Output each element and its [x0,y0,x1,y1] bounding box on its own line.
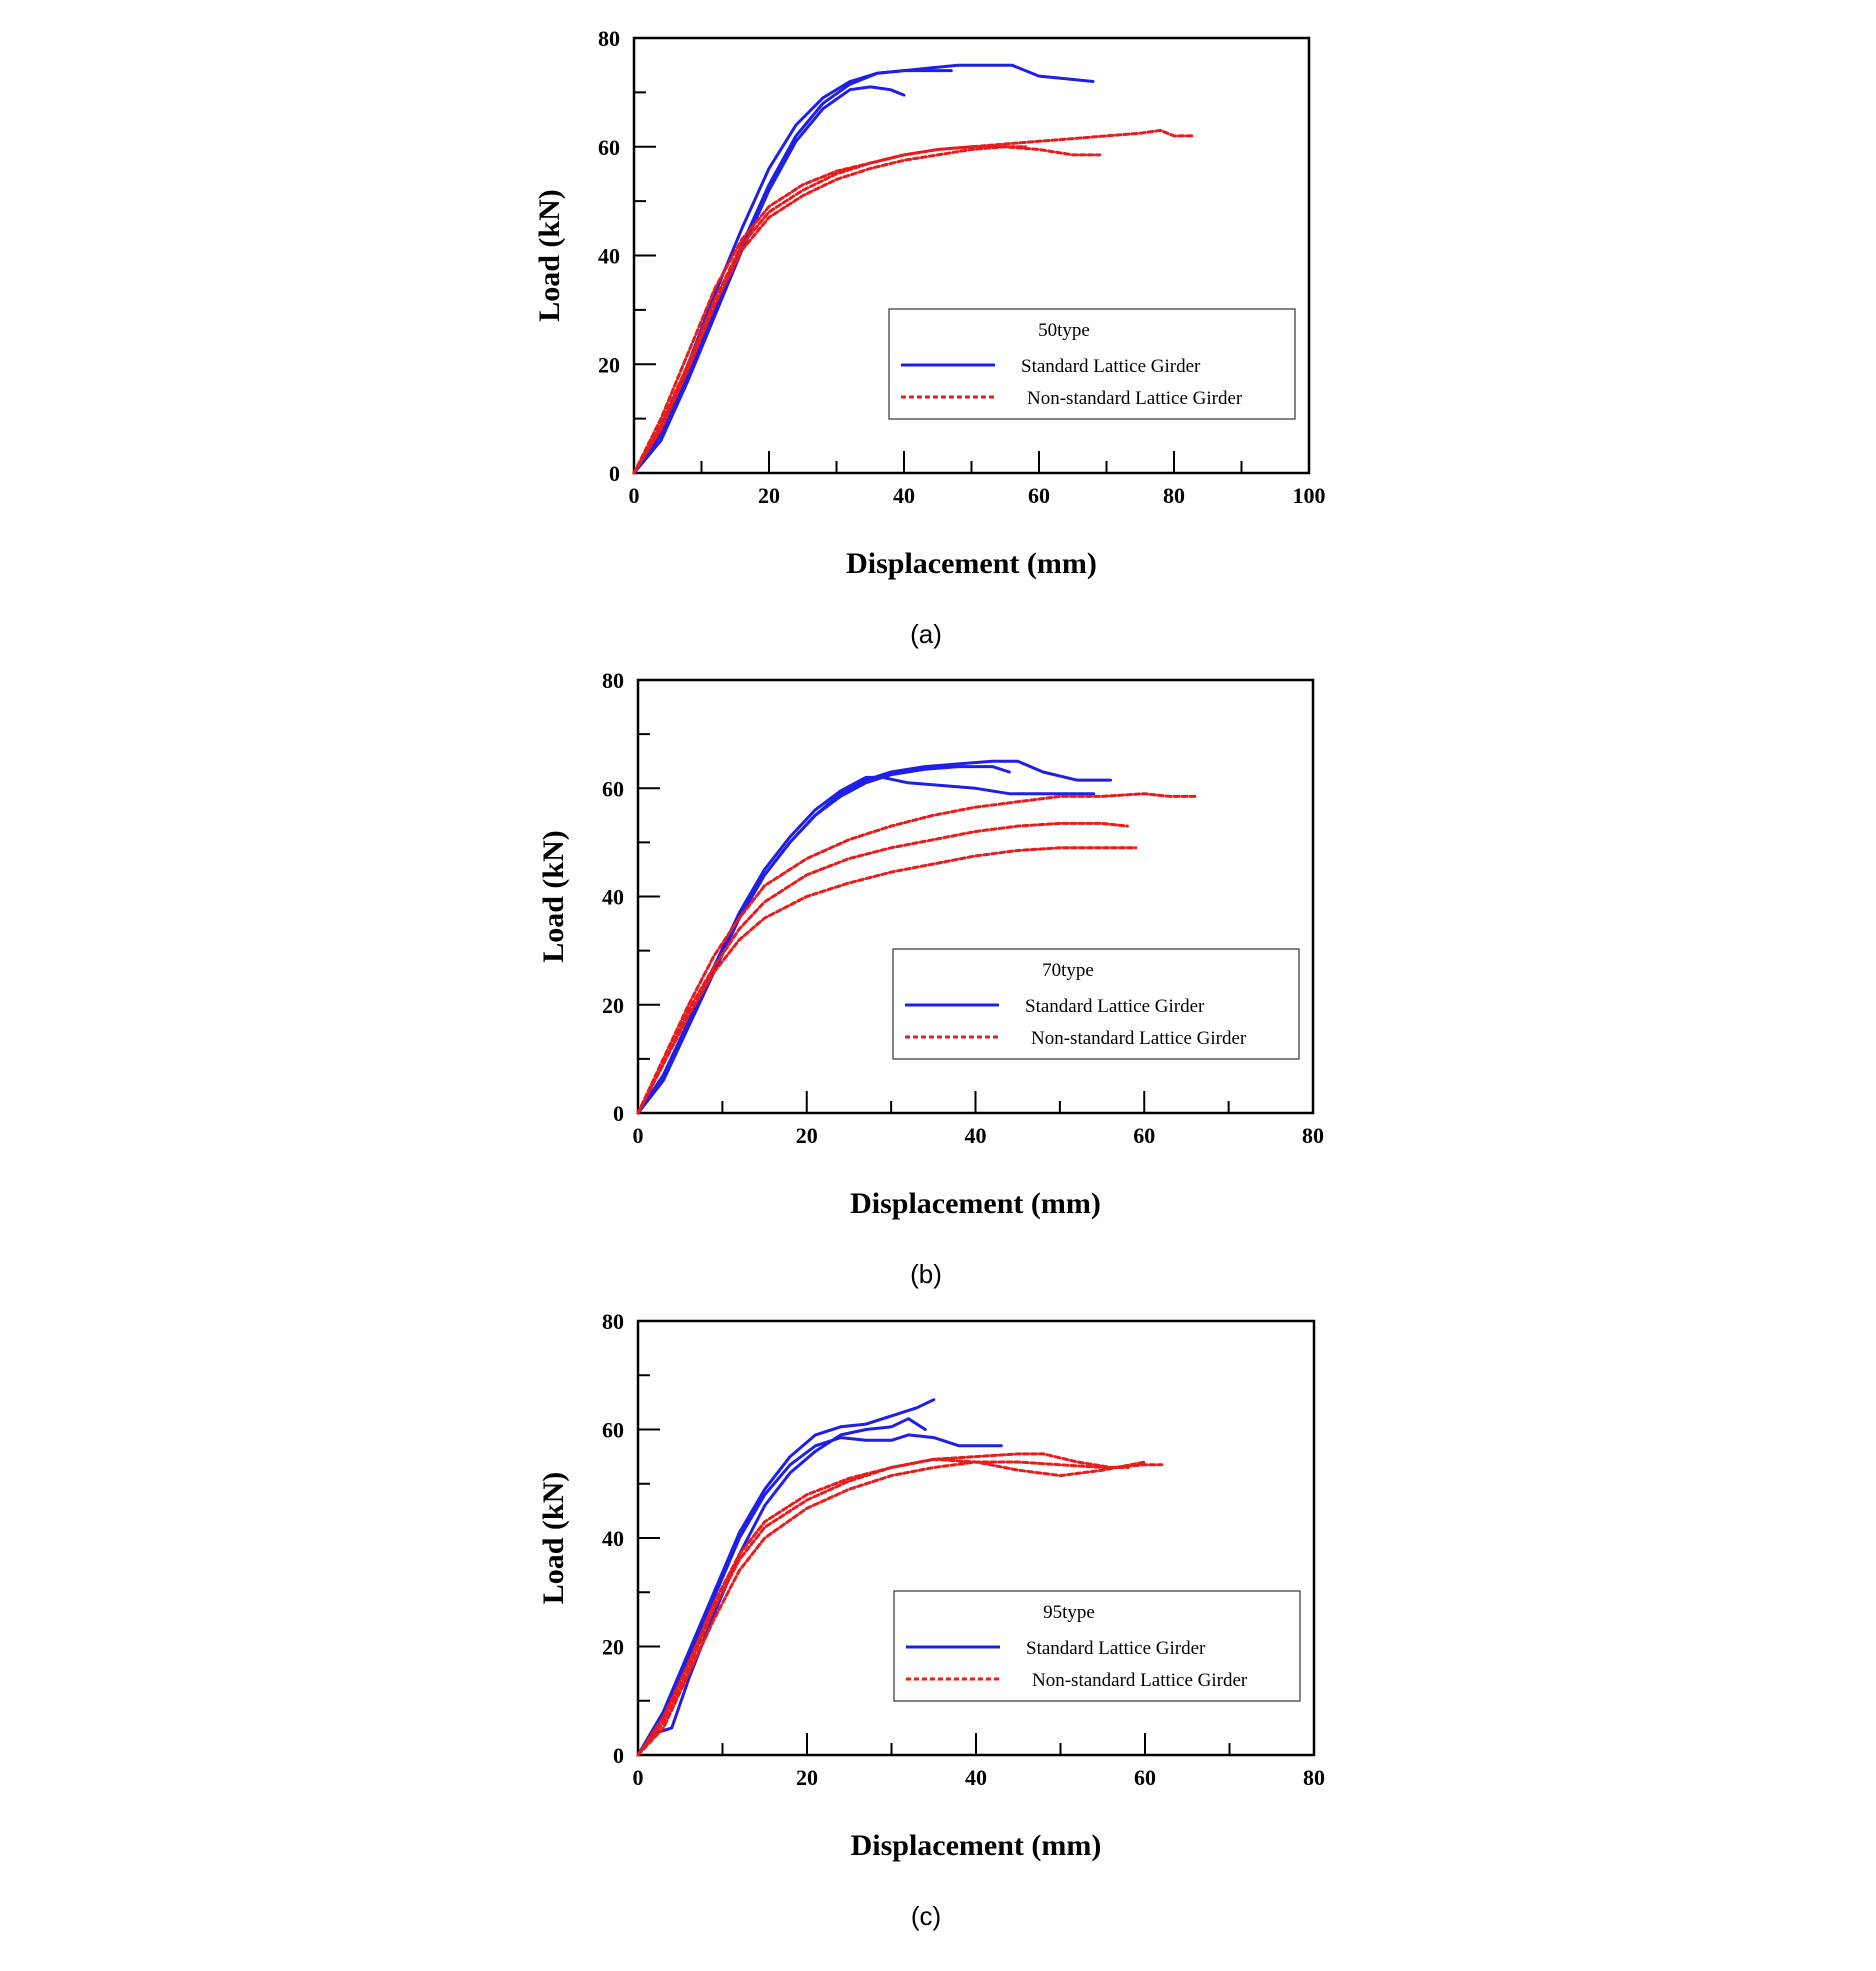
panel-caption: (c) [911,1901,941,1931]
y-axis-title: Load (kN) [537,830,570,963]
standard-series-line-1 [636,759,1112,1115]
nonstandard-series-line-5 [636,1457,1147,1757]
x-axis-title: Displacement (mm) [850,1187,1101,1220]
legend-label: Standard Lattice Girder [1026,1638,1206,1659]
x-tick-label: 60 [1133,1123,1155,1148]
series-group [636,759,1197,1115]
chart-panel-1: 0 20 40 60 80 100 0 20 40 60 80 Displacement (mm) Lo… [533,26,1326,649]
y-tick-label: 20 [602,1635,624,1660]
legend-label: Non-standard Lattice Girder [1032,1670,1248,1691]
legend-title: 70type [1042,960,1094,981]
y-tick-label: 40 [602,1526,624,1551]
x-tick-label: 40 [965,1765,987,1790]
legend-title: 50type [1038,320,1090,341]
legend: 50type Standard Lattice Girder Non-standar… [888,308,1296,420]
legend-title: 95type [1043,1602,1095,1623]
x-tick-label: 40 [965,1123,987,1148]
y-tick-label: 0 [609,461,620,486]
x-axis-title: Displacement (mm) [846,547,1097,580]
nonstandard-series-line-6 [632,145,1027,475]
x-tick-label: 80 [1163,483,1185,508]
x-tick-label: 0 [629,483,640,508]
legend-label: Standard Lattice Girder [1021,356,1201,377]
panel-caption: (a) [910,619,942,649]
y-tick-label: 60 [602,776,624,801]
legend: 95type Standard Lattice Girder Non-standar… [893,1590,1301,1702]
x-tick-label: 20 [796,1765,818,1790]
x-tick-label: 80 [1302,1123,1324,1148]
y-tick-label: 20 [602,993,624,1018]
x-tick-label: 20 [758,483,780,508]
chart-panel-2: 0 20 40 60 80 0 20 40 60 80 Displacement (mm) Load … [537,668,1324,1289]
y-tick-label: 80 [598,26,620,51]
y-tick-label: 20 [598,352,620,377]
legend-label: Non-standard Lattice Girder [1031,1028,1247,1049]
chart-panel-3: 0 20 40 60 80 0 20 40 60 80 Displacement (mm) Load … [537,1309,1325,1931]
nonstandard-series-line-6 [636,846,1138,1115]
nonstandard-series-line-6 [636,1460,1130,1757]
x-axis-title: Displacement (mm) [851,1829,1102,1862]
x-tick-label: 80 [1303,1765,1325,1790]
standard-series-line-3 [636,1417,927,1757]
x-tick-label: 60 [1134,1765,1156,1790]
standard-series-line-2 [636,775,1096,1115]
series-group [632,63,1196,475]
standard-series-line-1 [636,1398,936,1757]
legend-label: Non-standard Lattice Girder [1027,388,1243,409]
panel-caption: (b) [910,1259,942,1289]
y-tick-label: 60 [602,1418,624,1443]
x-tick-label: 60 [1028,483,1050,508]
standard-series-line-3 [636,765,1011,1115]
y-tick-label: 40 [602,885,624,910]
nonstandard-series-line-4 [636,792,1197,1115]
y-axis-title: Load (kN) [533,189,566,322]
x-tick-label: 100 [1293,483,1326,508]
y-tick-label: 0 [613,1743,624,1768]
y-tick-label: 40 [598,244,620,269]
x-tick-label: 0 [633,1765,644,1790]
y-tick-label: 80 [602,1309,624,1334]
legend: 70type Standard Lattice Girder Non-standar… [892,948,1300,1060]
y-tick-label: 0 [613,1101,624,1126]
x-tick-label: 0 [633,1123,644,1148]
standard-series-line-3 [632,85,906,475]
legend-label: Standard Lattice Girder [1025,996,1205,1017]
nonstandard-series-line-5 [636,821,1129,1115]
y-axis-title: Load (kN) [537,1472,570,1605]
x-tick-label: 40 [893,483,915,508]
series-group [636,1398,1164,1757]
x-tick-label: 20 [796,1123,818,1148]
y-tick-label: 60 [598,135,620,160]
y-tick-label: 80 [602,668,624,693]
